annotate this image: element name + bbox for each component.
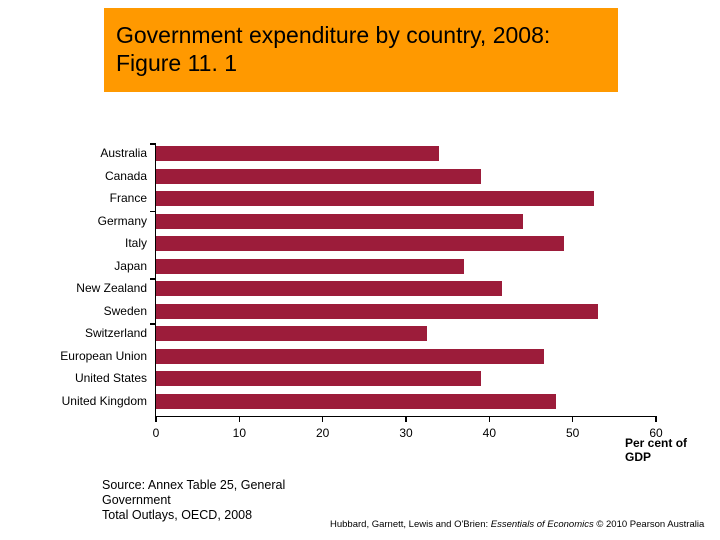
x-tick: [489, 416, 491, 422]
x-tick-label: 10: [233, 426, 246, 440]
x-tick-label: 50: [566, 426, 579, 440]
bar: [156, 304, 598, 319]
x-tick-label: 30: [399, 426, 412, 440]
x-tick: [239, 416, 241, 422]
attribution: Hubbard, Garnett, Lewis and O'Brien: Ess…: [330, 519, 714, 530]
x-tick: [322, 416, 324, 422]
plot-area: AustraliaCanadaFranceGermanyItalyJapanNe…: [155, 144, 656, 417]
country-label: European Union: [39, 349, 147, 364]
source-line1: Source: Annex Table 25, General: [102, 478, 352, 493]
axis-overshoot-tick: [150, 278, 156, 280]
country-label: Sweden: [39, 304, 147, 319]
country-label: Germany: [39, 214, 147, 229]
title-panel: Government expenditure by country, 2008:…: [104, 8, 618, 92]
country-label: United States: [39, 371, 147, 386]
country-label: Japan: [39, 259, 147, 274]
bar: [156, 349, 544, 364]
axis-overshoot-tick: [150, 323, 156, 325]
country-label: United Kingdom: [39, 394, 147, 409]
attribution-suffix: © 2010 Pearson Australia: [594, 519, 705, 530]
bar: [156, 146, 439, 161]
bar: [156, 394, 556, 409]
chart-container: Australia Canada France Germany Italy Japan Ne…: [38, 140, 692, 460]
axis-overshoot-tick: [150, 143, 156, 145]
bar: [156, 214, 523, 229]
country-label: Canada: [39, 169, 147, 184]
country-label: Italy: [39, 236, 147, 251]
bar: [156, 191, 594, 206]
bar: [156, 371, 481, 386]
bar: [156, 169, 481, 184]
bar: [156, 326, 427, 341]
attribution-prefix: Hubbard, Garnett, Lewis and O'Brien:: [330, 519, 491, 530]
x-tick-label: 40: [483, 426, 496, 440]
country-label: Australia: [39, 146, 147, 161]
axis-overshoot-tick: [150, 211, 156, 213]
x-axis-title: Per cent of GDP: [625, 436, 711, 502]
x-tick: [655, 416, 657, 422]
source-line3: Total Outlays, OECD, 2008: [102, 508, 352, 523]
x-tick: [155, 416, 157, 422]
x-tick: [572, 416, 574, 422]
x-tick: [405, 416, 407, 422]
bar: [156, 259, 464, 274]
chart-title: Government expenditure by country, 2008:…: [116, 22, 606, 77]
attribution-italic: Essentials of Economics: [491, 519, 594, 530]
country-label: Switzerland: [39, 326, 147, 341]
country-label: France: [39, 191, 147, 206]
source-line2: Government: [102, 493, 352, 508]
x-tick-label: 20: [316, 426, 329, 440]
source-citation: Source: Annex Table 25, General Governme…: [102, 478, 352, 523]
bar: [156, 236, 564, 251]
bar: [156, 281, 502, 296]
x-tick-label: 0: [153, 426, 160, 440]
country-label: New Zealand: [39, 281, 147, 296]
